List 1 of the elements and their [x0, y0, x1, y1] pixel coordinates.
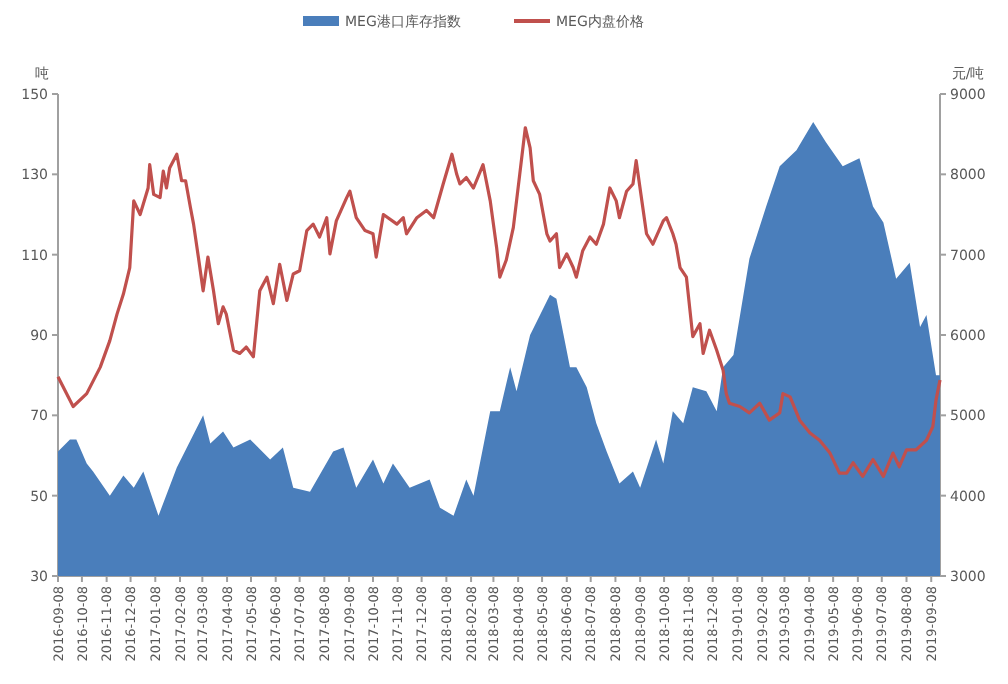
line-series	[56, 126, 942, 478]
